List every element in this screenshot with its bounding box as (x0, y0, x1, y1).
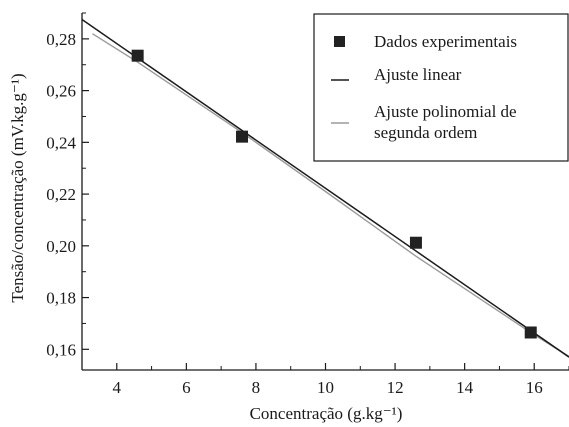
y-axis-ticks: 0,16 0,18 0,20 0,22 0,24 0,26 0,28 (46, 12, 89, 359)
y-axis-title: Tensão/concentração (mV.kg.g⁻¹) (8, 73, 27, 302)
y-tick-label: 0,28 (46, 30, 76, 49)
legend-label-ajuste-polinomial-line1: Ajuste polinomial de (374, 102, 517, 121)
x-tick-label: 6 (182, 378, 191, 397)
legend-marker-dados-experimentais (334, 36, 345, 47)
data-point-dados-experimentais (236, 130, 249, 143)
x-tick-label: 4 (113, 378, 122, 397)
legend-label-ajuste-polinomial-line2: segunda ordem (374, 123, 477, 142)
x-tick-label: 10 (317, 378, 334, 397)
data-point-dados-experimentais (131, 49, 144, 62)
y-tick-label: 0,16 (46, 340, 76, 359)
data-point-dados-experimentais (524, 326, 537, 339)
y-tick-label: 0,20 (46, 237, 76, 256)
y-tick-label: 0,18 (46, 289, 76, 308)
x-tick-label: 14 (456, 378, 474, 397)
x-axis-ticks: 4 6 8 10 12 14 16 (81, 363, 569, 397)
x-tick-label: 12 (387, 378, 404, 397)
legend-box (313, 13, 569, 162)
x-axis-title: Concentração (g.kg⁻¹) (250, 404, 403, 423)
series-line-ajuste-linear (81, 18, 569, 358)
x-tick-label: 8 (252, 378, 261, 397)
data-point-dados-experimentais (409, 236, 422, 249)
legend-label-ajuste-linear: Ajuste linear (374, 65, 462, 84)
legend-label-dados-experimentais: Dados experimentais (374, 32, 517, 51)
plot-area (81, 18, 569, 358)
legend: Dados experimentais Ajuste linear Ajuste… (313, 13, 569, 162)
y-tick-label: 0,24 (46, 133, 76, 152)
x-tick-label: 16 (526, 378, 543, 397)
y-tick-label: 0,26 (46, 82, 76, 101)
y-tick-label: 0,22 (46, 185, 76, 204)
